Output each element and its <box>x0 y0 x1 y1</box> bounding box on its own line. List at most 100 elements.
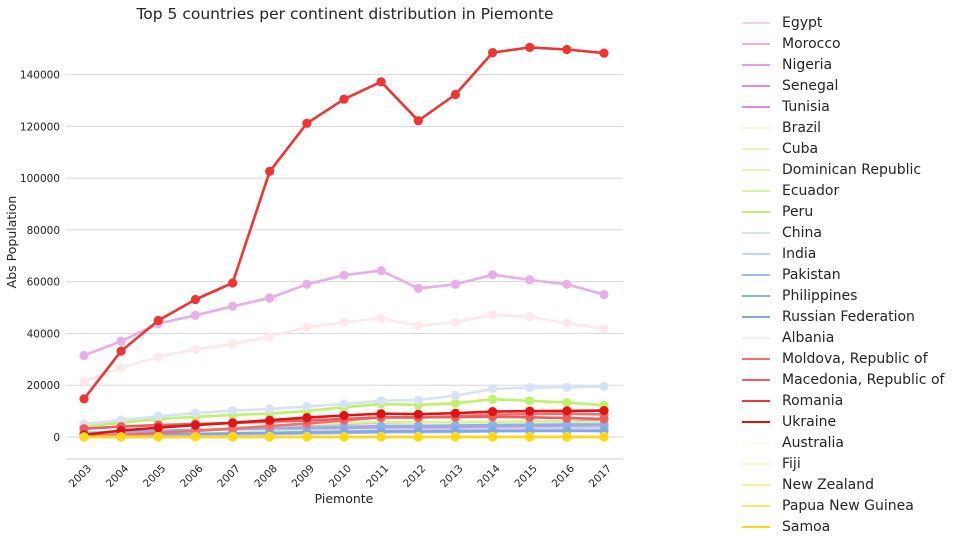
y-tick-label: 80000 <box>27 225 60 237</box>
legend-item: India <box>742 243 956 264</box>
data-point <box>599 48 609 58</box>
legend-swatch <box>742 399 770 402</box>
data-point <box>525 406 535 416</box>
legend-swatch <box>742 168 770 171</box>
data-point <box>525 432 535 442</box>
data-point <box>450 89 460 100</box>
data-point <box>228 418 238 428</box>
legend-item: Ecuador <box>742 180 956 201</box>
data-point <box>339 410 349 421</box>
legend-label: China <box>782 224 822 241</box>
x-tick-label: 2012 <box>401 463 428 490</box>
legend-label: Senegal <box>782 77 839 94</box>
data-point <box>339 432 349 442</box>
data-point <box>525 312 535 322</box>
data-point <box>339 94 349 104</box>
legend-swatch <box>742 147 770 150</box>
legend-swatch <box>742 378 770 381</box>
legend-label: New Zealand <box>782 476 874 493</box>
legend-swatch <box>742 189 770 192</box>
data-point <box>525 396 535 406</box>
data-point <box>376 313 386 323</box>
legend-swatch <box>742 126 770 129</box>
x-tick-label: 2014 <box>475 462 503 490</box>
data-point <box>562 432 572 442</box>
data-point <box>116 415 126 425</box>
data-point <box>525 275 535 285</box>
y-tick-label: 0 <box>53 432 60 444</box>
legend-item: Nigeria <box>742 54 956 75</box>
legend-swatch <box>742 105 770 108</box>
y-tick-label: 120000 <box>20 121 60 133</box>
legend-item: Cuba <box>742 138 956 159</box>
data-point <box>413 321 423 331</box>
data-point <box>190 344 200 355</box>
x-axis-ticks: 2003 2004 2005 2006 2007 2008 2009 2010 2011 2012… <box>67 462 614 490</box>
data-point <box>376 77 386 87</box>
legend-item: New Zealand <box>742 474 956 495</box>
legend-label: Ukraine <box>782 413 837 430</box>
data-point <box>153 352 163 362</box>
legend-swatch <box>742 63 770 66</box>
data-point <box>599 414 609 424</box>
legend-label: Macedonia, Republic of <box>782 371 945 388</box>
legend-swatch <box>742 441 770 444</box>
data-point <box>116 432 126 442</box>
x-tick-label: 2010 <box>327 463 354 490</box>
data-point <box>488 432 498 442</box>
y-axis-ticks: 0 20000 40000 60000 80000 100000 120000 140000 <box>20 70 60 444</box>
legend-swatch <box>742 462 770 465</box>
legend-label: Papua New Guinea <box>782 497 914 514</box>
y-tick-label: 40000 <box>27 328 60 340</box>
legend: Egypt Morocco Nigeria Senegal Tunisia Brazil C… <box>742 12 956 537</box>
data-point <box>79 376 89 386</box>
legend-label: Pakistan <box>782 266 841 283</box>
data-point <box>190 310 200 320</box>
y-axis-label: Abs Population <box>4 196 19 289</box>
x-tick-label: 2009 <box>290 463 317 490</box>
data-point <box>488 48 498 58</box>
legend-item: Australia <box>742 432 956 453</box>
data-point <box>413 283 423 293</box>
legend-item: Peru <box>742 201 956 222</box>
legend-item: Dominican Republic <box>742 159 956 180</box>
x-tick-label: 2004 <box>104 462 132 490</box>
legend-label: Russian Federation <box>782 308 915 325</box>
legend-label: Moldova, Republic of <box>782 350 928 367</box>
data-point <box>376 409 386 419</box>
data-point <box>190 294 200 305</box>
y-tick-label: 140000 <box>20 70 60 82</box>
data-point <box>599 406 609 416</box>
data-point <box>228 406 238 416</box>
data-point <box>562 279 572 289</box>
legend-swatch <box>742 252 770 255</box>
data-point <box>228 301 238 311</box>
data-point <box>450 279 460 289</box>
legend-item: Samoa <box>742 516 956 537</box>
data-point <box>450 391 460 401</box>
legend-item: Egypt <box>742 12 956 33</box>
data-point <box>488 394 498 404</box>
legend-swatch <box>742 420 770 423</box>
legend-swatch <box>742 273 770 276</box>
data-point <box>339 399 349 409</box>
legend-swatch <box>742 525 770 528</box>
legend-item: Tunisia <box>742 96 956 117</box>
x-tick-label: 2003 <box>67 463 94 490</box>
legend-label: Brazil <box>782 119 822 136</box>
legend-swatch <box>742 483 770 486</box>
data-point <box>265 432 275 442</box>
data-point <box>228 339 238 349</box>
data-point <box>413 432 423 442</box>
x-tick-label: 2013 <box>438 463 465 490</box>
legend-label: Cuba <box>782 140 819 157</box>
data-point <box>79 394 89 404</box>
legend-label: Egypt <box>782 14 823 31</box>
data-point <box>376 396 386 406</box>
legend-item: Pakistan <box>742 264 956 285</box>
legend-item: Fiji <box>742 453 956 474</box>
legend-label: Romania <box>782 392 844 409</box>
data-point <box>339 270 349 280</box>
data-point <box>265 415 275 425</box>
legend-swatch <box>742 42 770 45</box>
